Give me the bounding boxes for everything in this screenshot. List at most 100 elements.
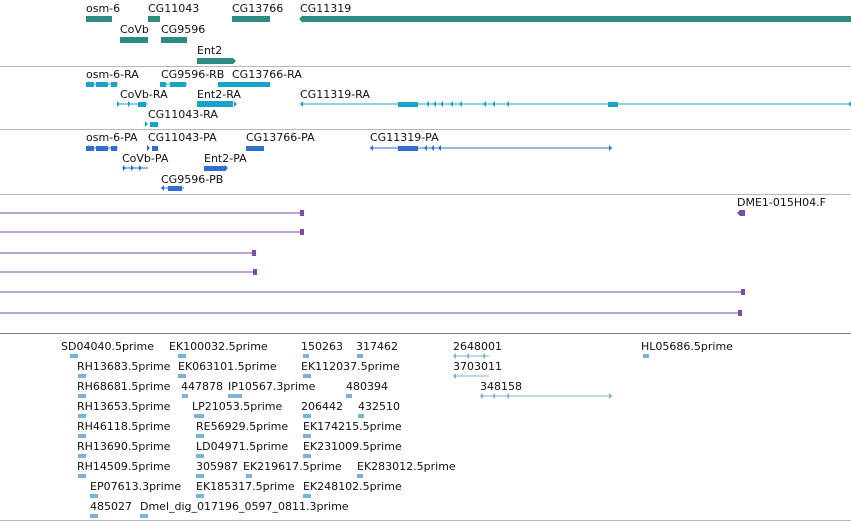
exon-glyph — [111, 82, 117, 87]
strand-arrow-icon — [300, 101, 303, 107]
transcript-label-covb-ra[interactable]: CoVb-RA — [120, 88, 168, 101]
gene-label-osm-6[interactable]: osm-6 — [86, 2, 121, 15]
transcript-label-cg11043-ra[interactable]: CG11043-RA — [148, 108, 218, 121]
est-glyph — [246, 474, 252, 478]
protein-label-osm-6-pa[interactable]: osm-6-PA — [86, 131, 138, 144]
clone-label-dme1-015h04-f[interactable]: DME1-015H04.F — [737, 196, 826, 209]
exon-glyph — [160, 82, 166, 87]
est-label[interactable]: Dmel_dig_017196_0597_0811.3prime — [140, 500, 349, 513]
est-label[interactable]: EK112037.5prime — [301, 360, 400, 373]
transcript-label-osm-6-ra[interactable]: osm-6-RA — [86, 68, 139, 81]
est-label[interactable]: 348158 — [480, 380, 522, 393]
est-label[interactable]: EK100032.5prime — [169, 340, 268, 353]
est-label[interactable]: EK231009.5prime — [303, 440, 402, 453]
est-glyph — [357, 474, 363, 478]
est-label[interactable]: EP07613.3prime — [90, 480, 182, 493]
protein-label-cg11043-pa[interactable]: CG11043-PA — [148, 131, 217, 144]
strand-arrow-icon — [737, 210, 740, 216]
gene-label-cg13766[interactable]: CG13766 — [232, 2, 284, 15]
est-label[interactable]: RH14509.5prime — [77, 460, 171, 473]
est-label[interactable]: 150263 — [301, 340, 343, 353]
est-glyph — [357, 354, 363, 358]
est-label[interactable]: 317462 — [356, 340, 398, 353]
gene-label-cg11043[interactable]: CG11043 — [148, 2, 200, 15]
est-glyph — [196, 454, 204, 458]
strand-arrow-icon — [252, 250, 255, 256]
gene-label-covb[interactable]: CoVb — [120, 23, 149, 36]
strand-arrow-icon — [492, 393, 495, 399]
strand-arrow-icon — [482, 353, 485, 359]
strand-arrow-icon — [506, 393, 509, 399]
est-label[interactable]: 480394 — [346, 380, 388, 393]
est-label[interactable]: 432510 — [358, 400, 400, 413]
strand-arrow-icon — [300, 229, 303, 235]
protein-label-cg11319-pa[interactable]: CG11319-PA — [370, 131, 439, 144]
transcript-label-cg9596-rb[interactable]: CG9596-RB — [161, 68, 225, 81]
est-glyph — [303, 454, 311, 458]
strand-arrow-icon — [424, 145, 427, 151]
transcript-label-cg13766-ra[interactable]: CG13766-RA — [232, 68, 302, 81]
est-label[interactable]: RH13683.5prime — [77, 360, 171, 373]
strand-arrow-icon — [139, 165, 142, 171]
est-label[interactable]: 2648001 — [453, 340, 502, 353]
exon-glyph — [170, 82, 186, 87]
gene-label-cg9596[interactable]: CG9596 — [161, 23, 206, 36]
exon-glyph — [218, 82, 270, 87]
est-label[interactable]: 3703011 — [453, 360, 502, 373]
strand-arrow-icon — [738, 310, 741, 316]
est-label[interactable]: RH46118.5prime — [77, 420, 171, 433]
exon-glyph — [138, 102, 146, 107]
gene-glyph — [303, 16, 851, 22]
exon-glyph — [86, 82, 94, 87]
est-glyph — [78, 414, 86, 418]
est-glyph — [90, 494, 98, 498]
est-glyph — [303, 494, 311, 498]
exon-glyph — [96, 146, 108, 151]
gene-glyph — [148, 16, 160, 22]
strand-arrow-icon — [131, 165, 134, 171]
est-label[interactable]: 305987 — [196, 460, 238, 473]
track-divider-ests-bottom — [0, 520, 851, 521]
est-label[interactable]: SD04040.5prime — [61, 340, 154, 353]
strand-arrow-icon — [147, 145, 150, 151]
strand-arrow-icon — [433, 101, 436, 107]
est-label[interactable]: 447878 — [181, 380, 223, 393]
strand-arrow-icon — [431, 145, 434, 151]
est-label[interactable]: EK174215.5prime — [303, 420, 402, 433]
gene-glyph — [161, 37, 187, 43]
est-label[interactable]: LP21053.5prime — [192, 400, 283, 413]
exon-glyph — [197, 101, 233, 107]
protein-label-cg9596-pb[interactable]: CG9596-PB — [161, 173, 224, 186]
est-label[interactable]: 485027 — [90, 500, 132, 513]
transcript-label-ent2-ra[interactable]: Ent2-RA — [197, 88, 241, 101]
transcript-label-cg11319-ra[interactable]: CG11319-RA — [300, 88, 370, 101]
est-label[interactable]: LD04971.5prime — [196, 440, 289, 453]
exon-glyph — [398, 146, 418, 151]
exon-glyph — [96, 82, 108, 87]
strand-arrow-icon — [466, 353, 469, 359]
est-glyph — [140, 514, 148, 518]
est-label[interactable]: EK185317.5prime — [196, 480, 295, 493]
est-label[interactable]: EK283012.5prime — [357, 460, 456, 473]
est-label[interactable]: RE56929.5prime — [196, 420, 289, 433]
est-label[interactable]: RH68681.5prime — [77, 380, 171, 393]
est-glyph — [178, 354, 186, 358]
est-label[interactable]: IP10567.3prime — [228, 380, 316, 393]
exon-glyph — [152, 146, 158, 151]
gene-label-ent2[interactable]: Ent2 — [197, 44, 223, 57]
est-label[interactable]: RH13653.5prime — [77, 400, 171, 413]
gene-label-cg11319[interactable]: CG11319 — [300, 2, 352, 15]
est-label[interactable]: EK063101.5prime — [178, 360, 277, 373]
strand-arrow-icon — [370, 145, 373, 151]
protein-label-ent2-pa[interactable]: Ent2-PA — [204, 152, 247, 165]
protein-label-cg13766-pa[interactable]: CG13766-PA — [246, 131, 315, 144]
est-label[interactable]: HL05686.5prime — [641, 340, 733, 353]
protein-label-covb-pa[interactable]: CoVb-PA — [122, 152, 169, 165]
strand-arrow-icon — [459, 101, 462, 107]
est-label[interactable]: RH13690.5prime — [77, 440, 171, 453]
est-label[interactable]: EK248102.5prime — [303, 480, 402, 493]
est-label[interactable]: EK219617.5prime — [243, 460, 342, 473]
est-label[interactable]: 206442 — [301, 400, 343, 413]
strand-arrow-icon — [299, 15, 303, 23]
